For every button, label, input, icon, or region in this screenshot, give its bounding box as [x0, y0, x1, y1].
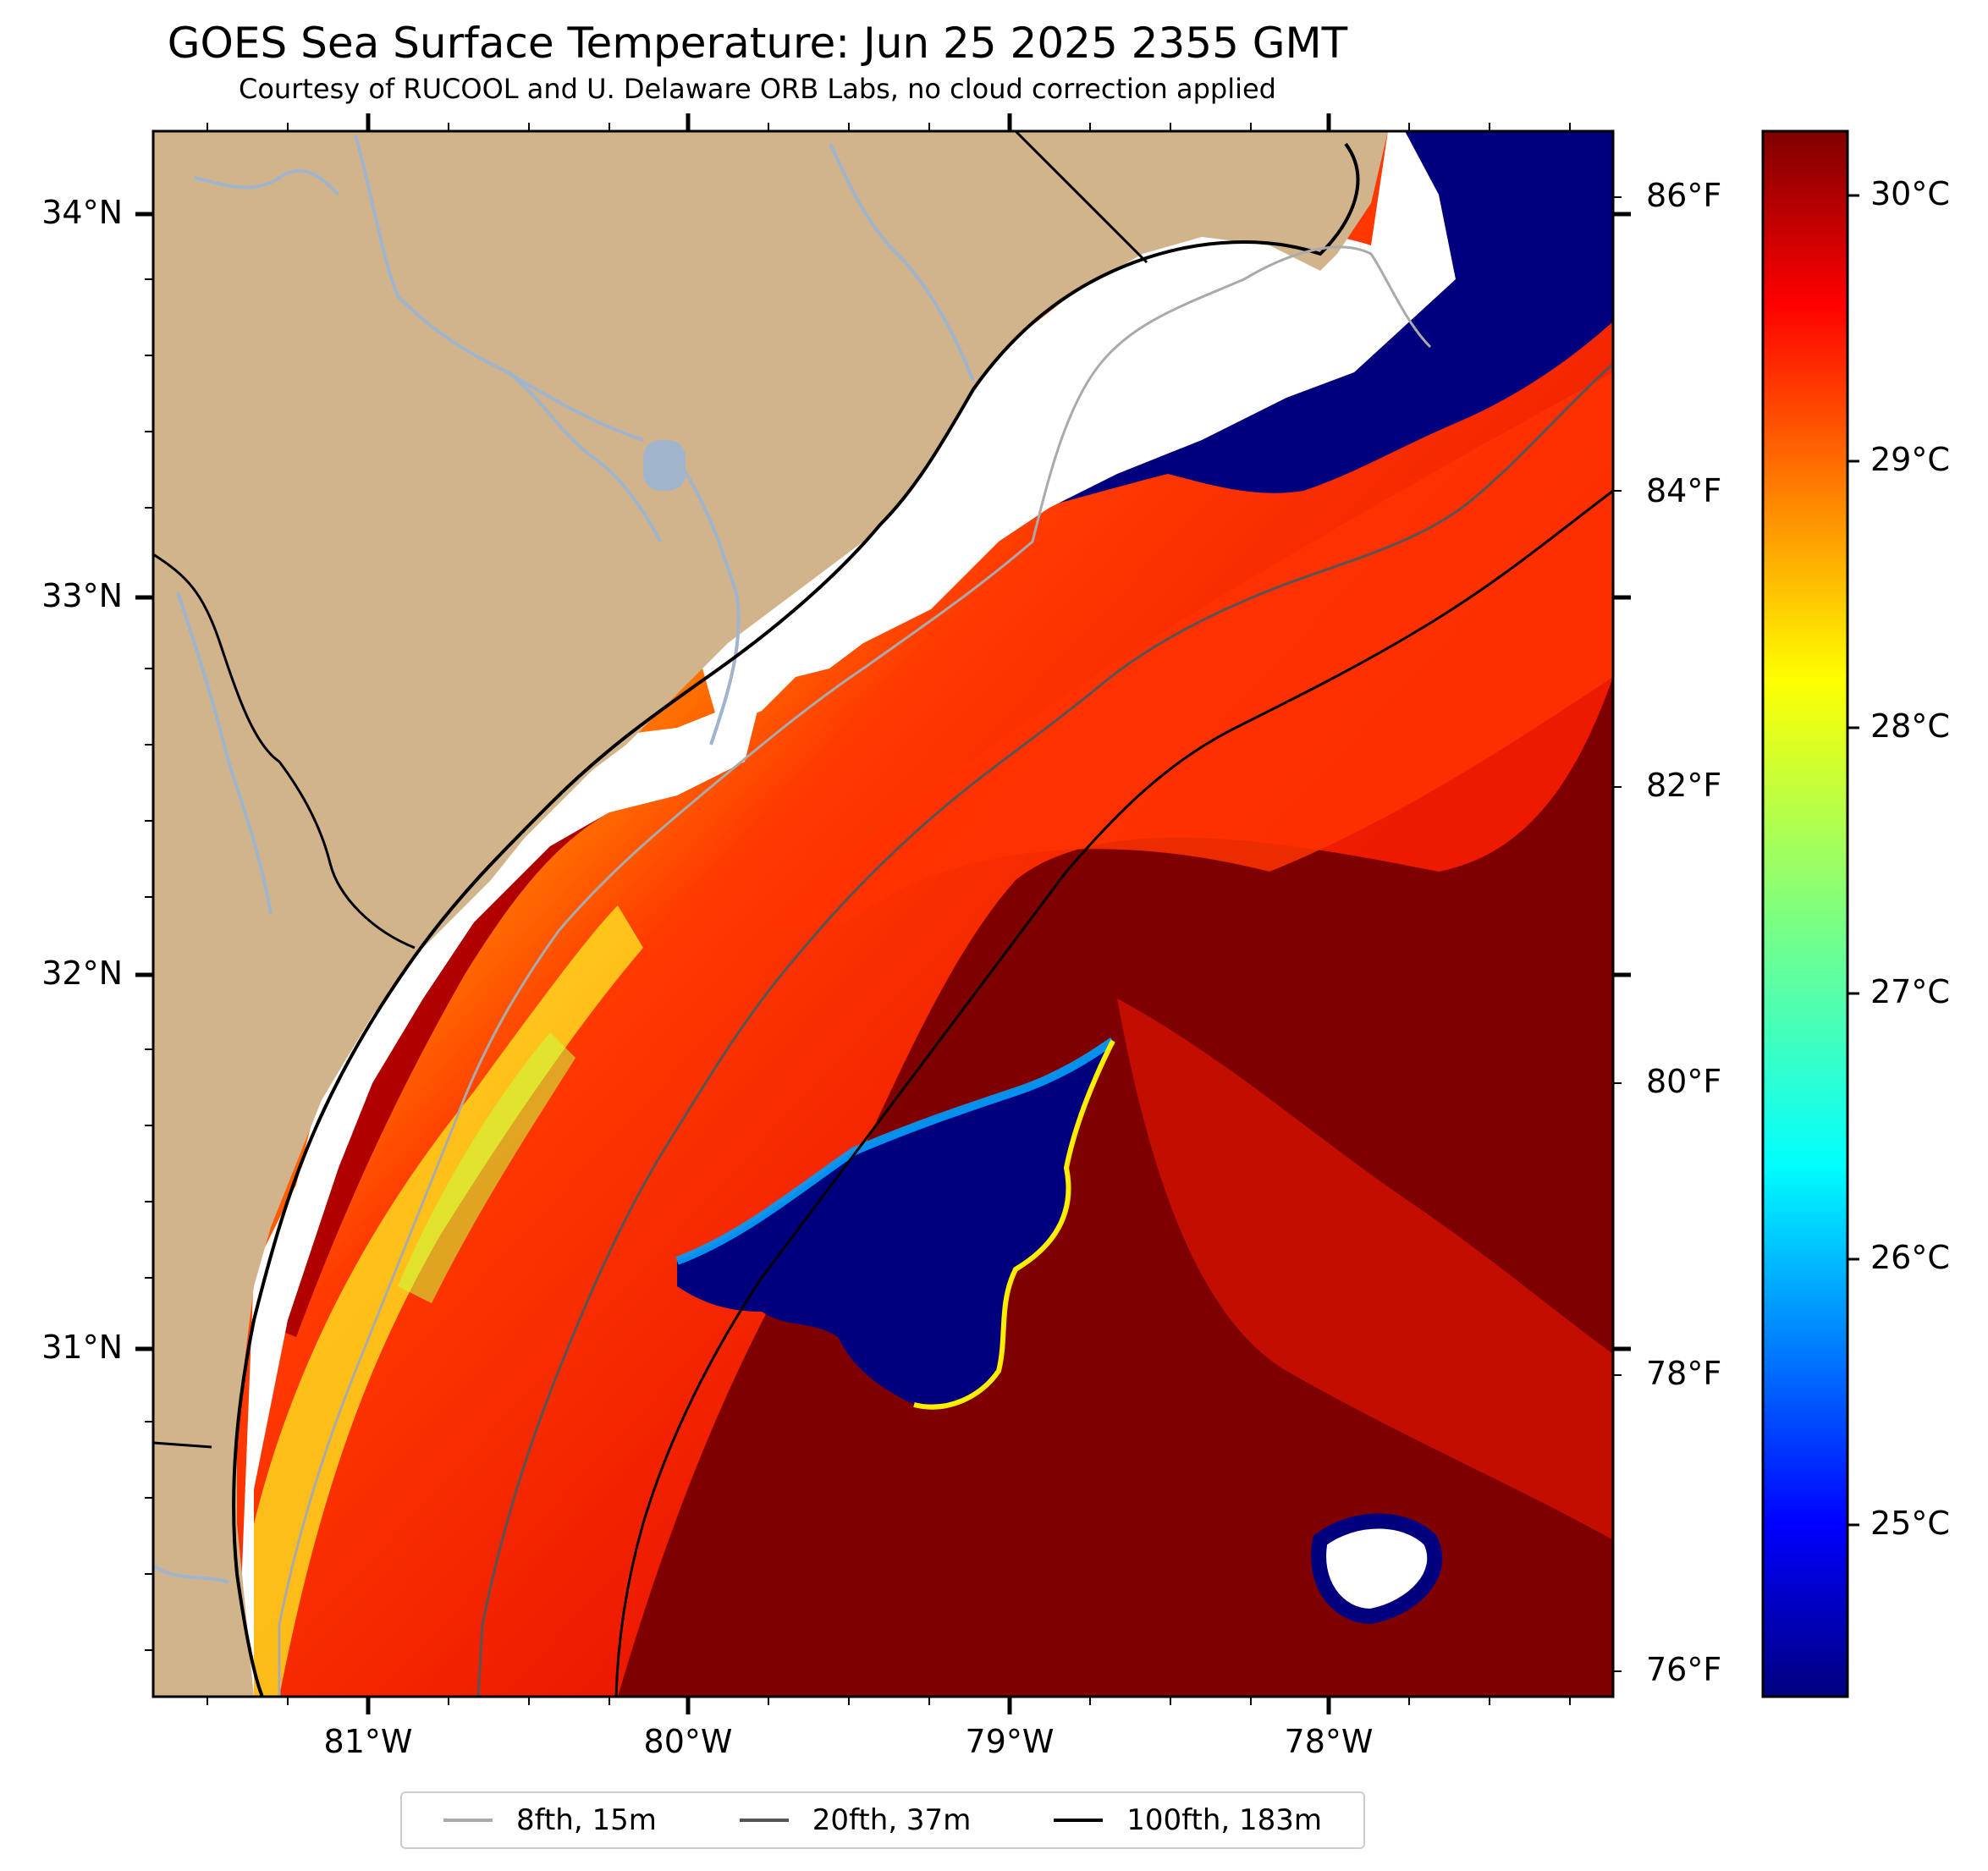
lat-ticks-left [135, 212, 153, 1651]
isobath-legend: 8fth, 15m 20fth, 37m 100fth, 183m [400, 1791, 1365, 1849]
map-frame [151, 129, 1615, 1698]
land-mainland [153, 131, 1388, 1697]
lat-label-34n: 34°N [41, 194, 123, 231]
state-borders [153, 131, 1148, 1449]
f-label-80: 80°F [1646, 1063, 1722, 1100]
legend-line-8fth [443, 1819, 493, 1822]
f-label-78: 78°F [1646, 1355, 1722, 1392]
no-data-north [702, 131, 1456, 728]
map-area [153, 131, 1613, 1697]
upper-warm-band [762, 372, 1613, 931]
isobath-100fth [614, 489, 1613, 1697]
no-data-coast-strip [237, 694, 762, 1697]
lon-label-81w: 81°W [323, 1723, 413, 1760]
gulf-stream-core [618, 677, 1613, 1697]
legend-line-20fth [739, 1819, 789, 1822]
cloud-mask-north [999, 131, 1613, 516]
lon-label-79w: 79°W [965, 1723, 1055, 1760]
legend-item-20fth: 20fth, 37m [739, 1803, 972, 1837]
lat-label-33n: 33°N [41, 577, 123, 614]
lat-ticks-right [1613, 196, 1631, 1672]
f-label-76: 76°F [1646, 1651, 1722, 1688]
cold-edge-center [675, 1037, 1115, 1265]
f-label-84: 84°F [1646, 472, 1722, 509]
chart-subtitle: Courtesy of RUCOOL and U. Delaware ORB L… [239, 73, 1276, 105]
f-label-82: 82°F [1646, 767, 1722, 804]
c-label-25: 25°C [1870, 1505, 1950, 1542]
f-label-86: 86°F [1646, 177, 1722, 214]
legend-label-20fth: 20fth, 37m [812, 1803, 972, 1837]
lon-label-80w: 80°W [643, 1723, 733, 1760]
colorbar-ticks [1848, 194, 1859, 1527]
lon-label-78w: 78°W [1284, 1723, 1374, 1760]
legend-label-8fth: 8fth, 15m [515, 1803, 657, 1837]
cold-ring-southeast [1311, 1513, 1443, 1625]
nearshore-warm-strip [254, 795, 609, 1337]
cold-edge-center-yellow [913, 1039, 1115, 1410]
lat-label-31n: 31°N [41, 1329, 123, 1366]
shelf-cool-band [237, 905, 643, 1697]
c-label-30: 30°C [1870, 175, 1950, 212]
legend-item-100fth: 100fth, 183m [1054, 1803, 1322, 1837]
colorbar [1761, 129, 1849, 1698]
lon-ticks-bottom [207, 1697, 1571, 1714]
chart-title: GOES Sea Surface Temperature: Jun 25 202… [167, 19, 1348, 68]
rivers [153, 135, 975, 1584]
coastline [232, 142, 1360, 1697]
c-label-28: 28°C [1870, 707, 1950, 745]
no-data-southeast [1319, 1521, 1435, 1616]
legend-item-8fth: 8fth, 15m [443, 1803, 657, 1837]
lat-label-32n: 32°N [41, 955, 123, 992]
c-label-29: 29°C [1870, 441, 1950, 478]
c-label-27: 27°C [1870, 973, 1950, 1010]
shelf-green-patch [398, 1032, 575, 1303]
legend-line-100fth [1054, 1819, 1104, 1822]
legend-label-100fth: 100fth, 183m [1126, 1803, 1323, 1837]
warm-eddy-east [1117, 999, 1613, 1540]
lon-ticks-top [207, 113, 1571, 131]
isobath-20fth [476, 362, 1613, 1697]
c-label-26: 26°C [1870, 1239, 1950, 1276]
isobath-8fth [278, 245, 1432, 1697]
